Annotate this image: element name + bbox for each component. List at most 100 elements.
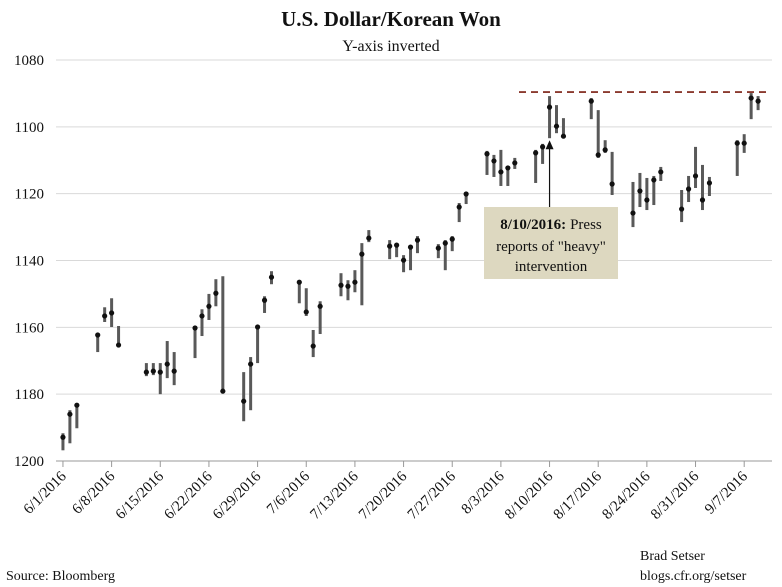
close-dot xyxy=(206,303,212,309)
close-dot xyxy=(366,235,372,241)
close-dot xyxy=(553,123,560,129)
close-dot xyxy=(456,204,462,210)
chart-title: U.S. Dollar/Korean Won xyxy=(281,7,501,31)
x-tick-label: 7/13/2016 xyxy=(307,468,362,523)
y-tick-label: 1080 xyxy=(14,53,44,69)
close-dot xyxy=(303,309,309,315)
x-tick-label: 8/17/2016 xyxy=(551,468,606,523)
x-tick-label: 8/31/2016 xyxy=(648,468,703,523)
close-dot xyxy=(498,169,504,175)
close-dot xyxy=(296,279,302,285)
close-dot xyxy=(491,158,497,164)
x-tick-label: 8/24/2016 xyxy=(599,468,654,523)
close-dot xyxy=(352,279,358,285)
close-dot xyxy=(505,165,511,171)
close-dot xyxy=(387,243,393,249)
close-dot xyxy=(359,251,365,257)
x-tick-label: 6/15/2016 xyxy=(113,468,168,523)
close-dot xyxy=(74,402,80,408)
y-tick-label: 1200 xyxy=(14,454,44,470)
y-tick-label: 1120 xyxy=(15,187,44,203)
credit: Brad Setser xyxy=(640,549,705,564)
annotation-bold: 8/10/2016: xyxy=(500,217,566,233)
close-dot xyxy=(213,290,219,296)
y-tick-label: 1100 xyxy=(15,120,44,136)
y-tick-label: 1160 xyxy=(15,320,44,336)
annotation-line: Press xyxy=(570,217,602,233)
annotation-arrowhead xyxy=(545,140,554,150)
close-dot xyxy=(658,169,664,175)
annotation-text: intervention xyxy=(515,259,588,275)
close-dot xyxy=(546,104,553,110)
close-dot xyxy=(755,98,761,104)
close-dot xyxy=(540,144,546,150)
source: Source: Bloomberg xyxy=(6,569,115,584)
close-dot xyxy=(338,282,344,288)
close-dot xyxy=(602,147,608,153)
annotation-text: reports of "heavy" xyxy=(496,239,606,255)
close-dot xyxy=(310,343,316,349)
close-dot xyxy=(679,206,685,212)
x-tick-label: 7/20/2016 xyxy=(356,468,411,523)
close-dot xyxy=(171,368,177,374)
close-dot xyxy=(317,303,323,309)
close-dot xyxy=(248,361,254,367)
close-dot xyxy=(588,98,594,104)
close-dot xyxy=(67,411,73,417)
close-dot xyxy=(150,368,156,374)
x-tick-label: 6/22/2016 xyxy=(161,468,216,523)
close-dot xyxy=(157,369,163,375)
close-dot xyxy=(414,237,421,243)
close-dot xyxy=(407,244,414,250)
close-dot xyxy=(699,197,706,203)
close-dot xyxy=(595,152,601,158)
close-dot xyxy=(394,242,400,248)
x-tick-label: 7/27/2016 xyxy=(405,468,460,523)
close-dot xyxy=(449,236,455,242)
close-dot xyxy=(60,434,66,440)
annotation-box xyxy=(484,207,618,279)
x-tick-label: 7/6/2016 xyxy=(264,468,313,517)
close-dot xyxy=(741,140,747,146)
close-dot xyxy=(345,283,351,289)
close-dot xyxy=(560,133,567,139)
y-tick-label: 1140 xyxy=(15,254,44,270)
close-dot xyxy=(651,177,657,183)
x-tick-label: 6/29/2016 xyxy=(210,468,265,523)
close-dot xyxy=(685,186,692,192)
close-dot xyxy=(637,188,643,194)
close-dot xyxy=(706,180,713,186)
close-dot xyxy=(630,210,636,216)
close-dot xyxy=(254,324,261,330)
close-dot xyxy=(435,245,441,251)
close-dot xyxy=(109,310,115,316)
x-tick-label: 9/7/2016 xyxy=(702,468,751,517)
close-dot xyxy=(400,257,407,263)
close-dot xyxy=(734,140,740,146)
close-dot xyxy=(192,325,198,331)
x-tick-label: 8/3/2016 xyxy=(459,468,508,517)
close-dot xyxy=(102,313,108,319)
close-dot xyxy=(484,151,490,157)
close-dot xyxy=(442,240,448,246)
close-dot xyxy=(115,342,122,348)
close-dot xyxy=(268,274,275,280)
close-dot xyxy=(95,332,101,338)
close-dot xyxy=(241,398,247,404)
close-dot xyxy=(692,173,699,179)
close-dot xyxy=(261,297,268,303)
x-tick-label: 8/10/2016 xyxy=(502,468,557,523)
chart-subtitle: Y-axis inverted xyxy=(342,38,439,55)
close-dot xyxy=(199,313,205,319)
close-dot xyxy=(533,150,539,156)
credit: blogs.cfr.org/setser xyxy=(640,569,747,584)
close-dot xyxy=(164,361,170,367)
close-dot xyxy=(512,160,518,166)
close-dot xyxy=(644,197,650,203)
close-dot xyxy=(609,181,615,187)
close-dot xyxy=(463,191,469,197)
x-tick-label: 6/1/2016 xyxy=(21,468,70,517)
annotation-text: 8/10/2016: Press xyxy=(500,217,602,233)
close-dot xyxy=(748,95,754,101)
